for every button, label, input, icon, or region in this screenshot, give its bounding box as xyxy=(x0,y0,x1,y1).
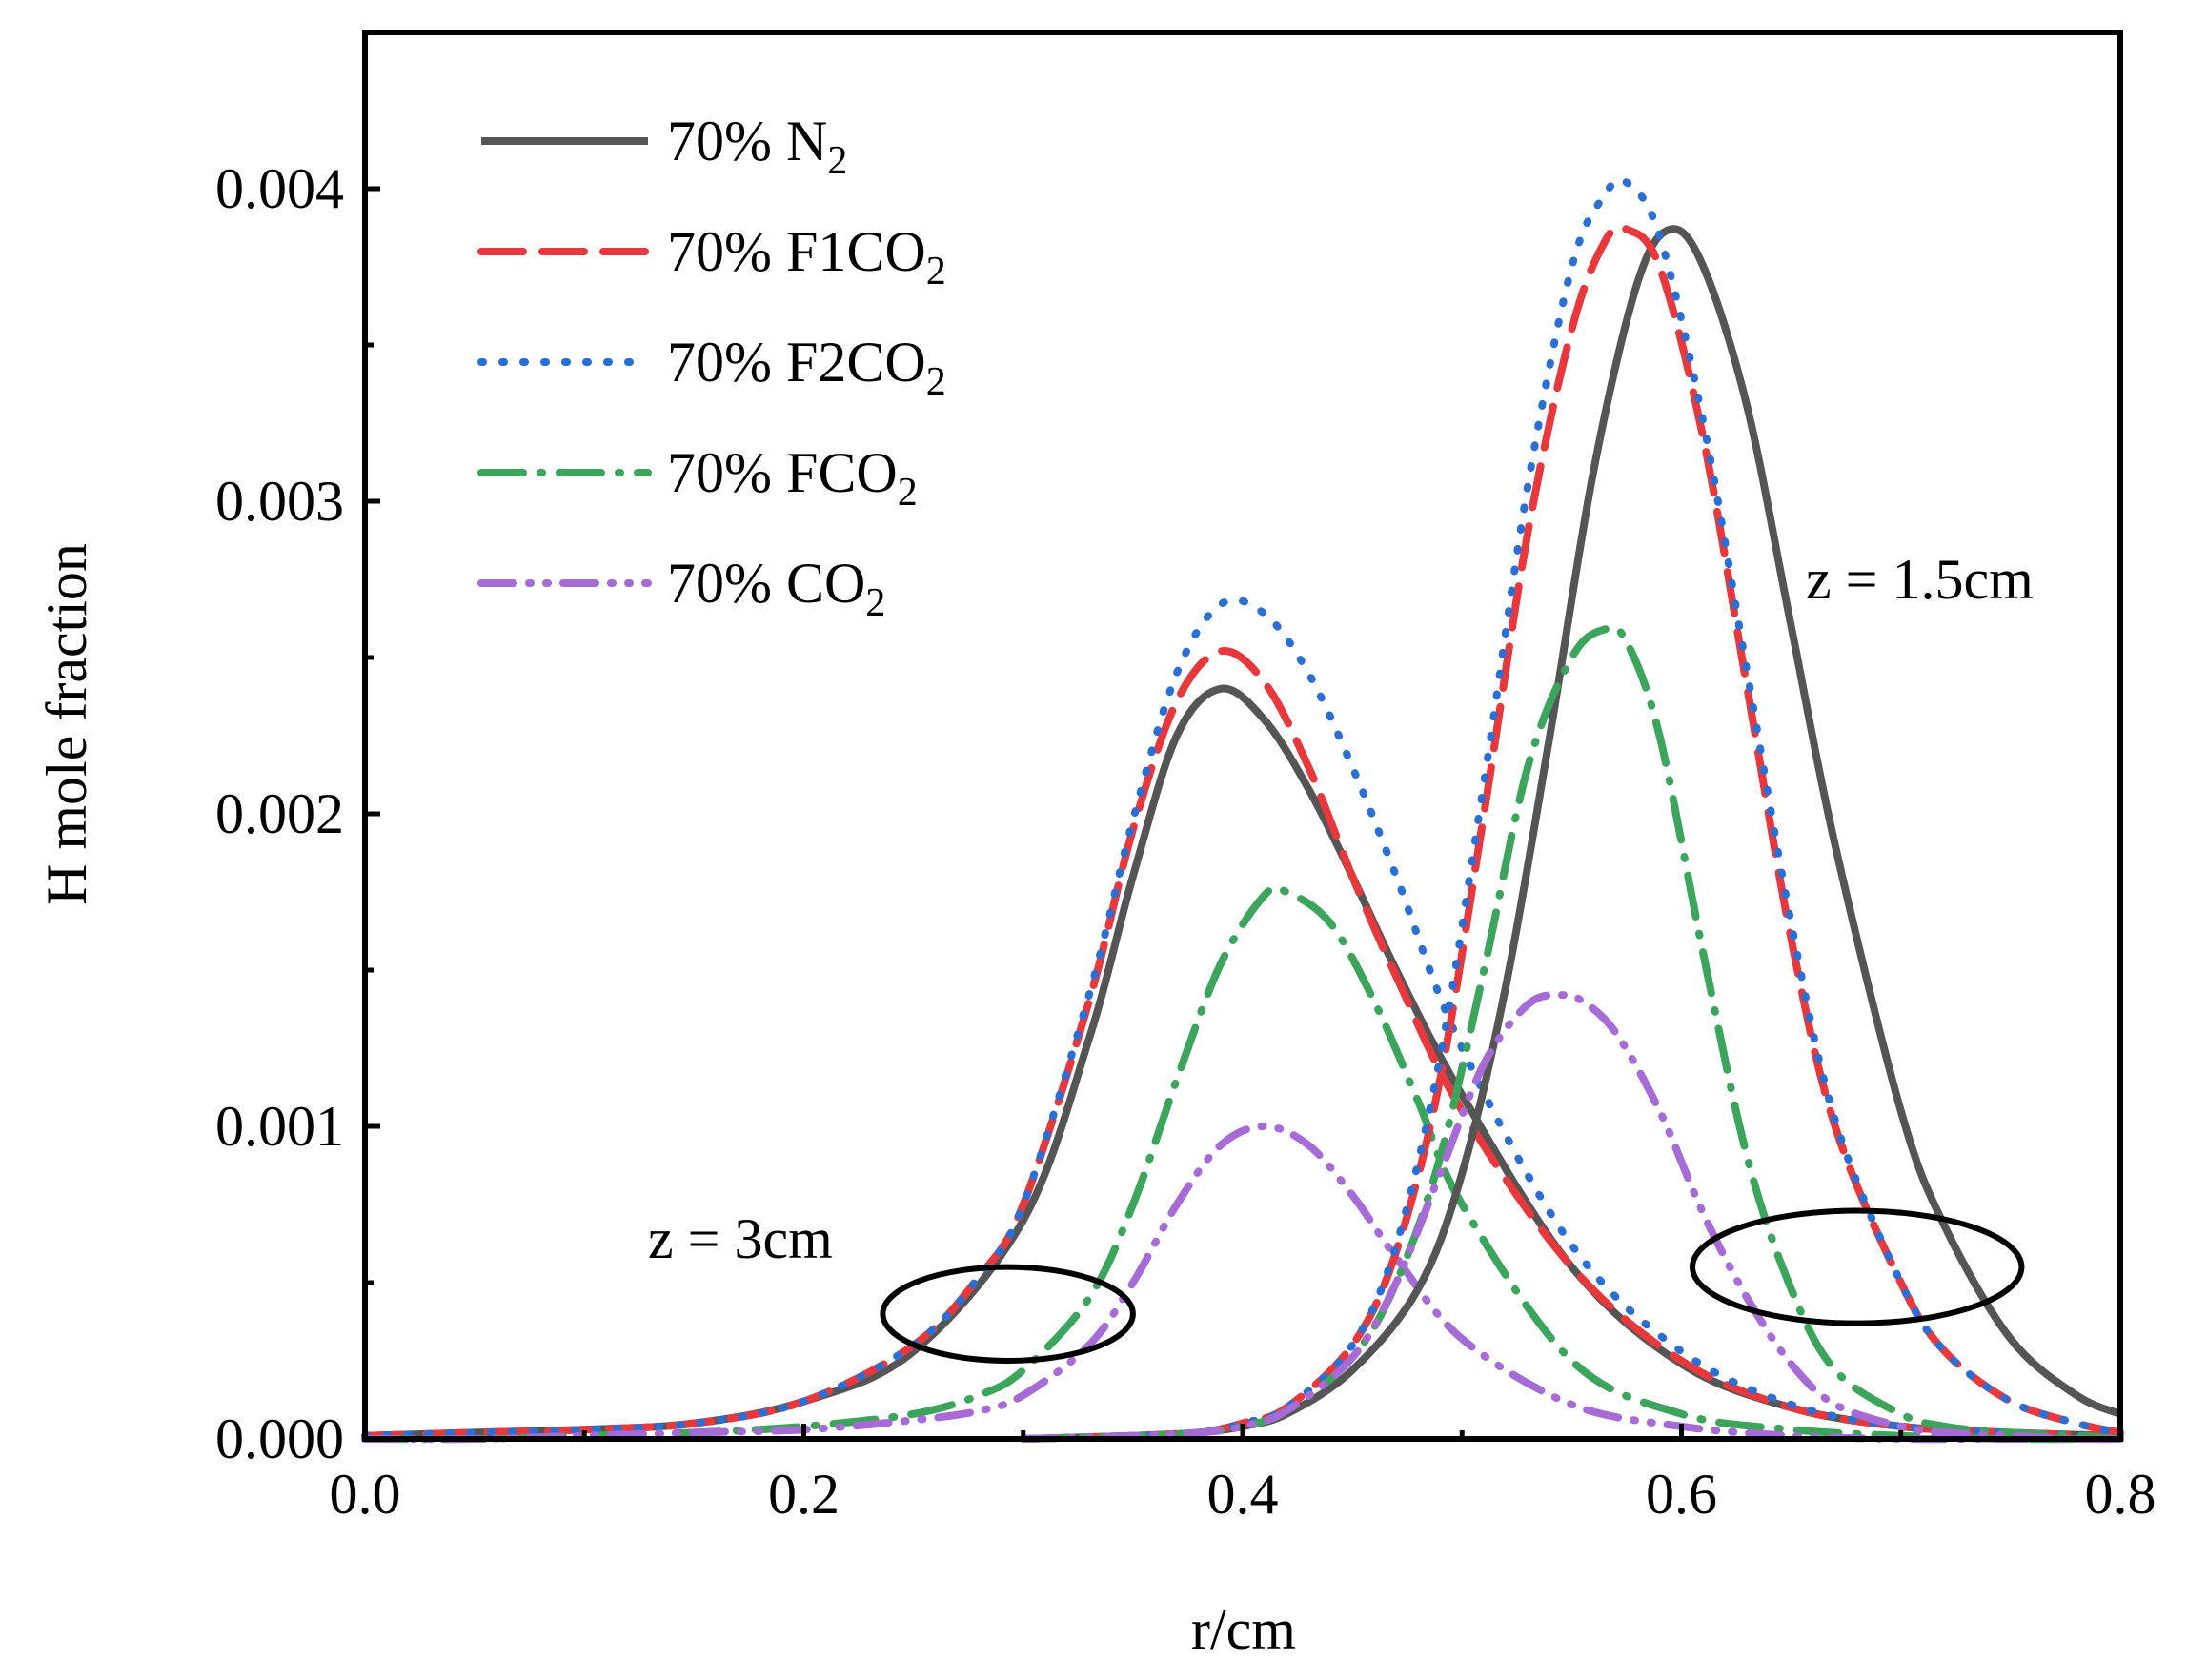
legend: 70% N2 70% F1CO2 70% F2CO2 70% FCO2 70% CO2 xyxy=(477,110,946,625)
series-line-8 xyxy=(1019,623,2124,1443)
series-line-5 xyxy=(1023,225,2122,1443)
x-tick-label: 0.2 xyxy=(768,1463,840,1526)
y-ticks: 0.000 0.001 0.002 0.003 0.004 xyxy=(215,157,380,1470)
y-tick-label: 0.000 xyxy=(215,1407,344,1470)
x-tick-label: 0.4 xyxy=(1207,1463,1279,1526)
plot-frame xyxy=(362,30,2123,1442)
legend-label-2: 70% F2CO2 xyxy=(667,331,946,404)
x-tick-label: 0.6 xyxy=(1646,1463,1717,1526)
annotation-z-1-5cm: z = 1.5cm xyxy=(1806,548,2034,611)
series-line-6 xyxy=(1019,223,2124,1443)
legend-label-subscript: 2 xyxy=(898,471,918,515)
annotation-z-3cm: z = 3cm xyxy=(648,1207,833,1270)
series-line-0 xyxy=(364,684,2121,1440)
legend-label-subscript: 2 xyxy=(926,360,946,404)
series-line-3 xyxy=(361,883,2124,1444)
series-line-1 xyxy=(361,647,2124,1440)
y-tick-label: 0.001 xyxy=(215,1095,344,1158)
annotation-ellipse-0 xyxy=(880,1264,1136,1365)
ellipses-layer xyxy=(880,1207,2025,1365)
y-tick-label: 0.003 xyxy=(215,470,344,533)
legend-label-1: 70% F1CO2 xyxy=(667,220,946,293)
x-ticks: 0.0 0.2 0.4 0.6 0.8 xyxy=(330,1424,2157,1526)
series-line-2 xyxy=(361,596,2124,1440)
curves-layer xyxy=(361,175,2124,1444)
annotation-ellipse-1 xyxy=(1690,1207,2025,1326)
legend-label-0: 70% N2 xyxy=(667,110,847,183)
y-tick-label: 0.002 xyxy=(215,782,344,845)
legend-label-subscript: 2 xyxy=(926,250,946,293)
y-tick-label: 0.004 xyxy=(215,157,344,220)
x-axis-label: r/cm xyxy=(1191,1598,1296,1661)
legend-label-4: 70% CO2 xyxy=(667,552,885,625)
series-line-4 xyxy=(361,1123,2124,1444)
y-axis-label: H mole fraction xyxy=(35,543,98,905)
x-tick-label: 0.0 xyxy=(330,1463,401,1526)
x-tick-label: 0.8 xyxy=(2085,1463,2157,1526)
legend-label-subscript: 2 xyxy=(827,139,847,183)
legend-label-subscript: 2 xyxy=(865,581,885,625)
legend-label-3: 70% FCO2 xyxy=(667,441,918,515)
series-line-9 xyxy=(1019,991,2124,1444)
